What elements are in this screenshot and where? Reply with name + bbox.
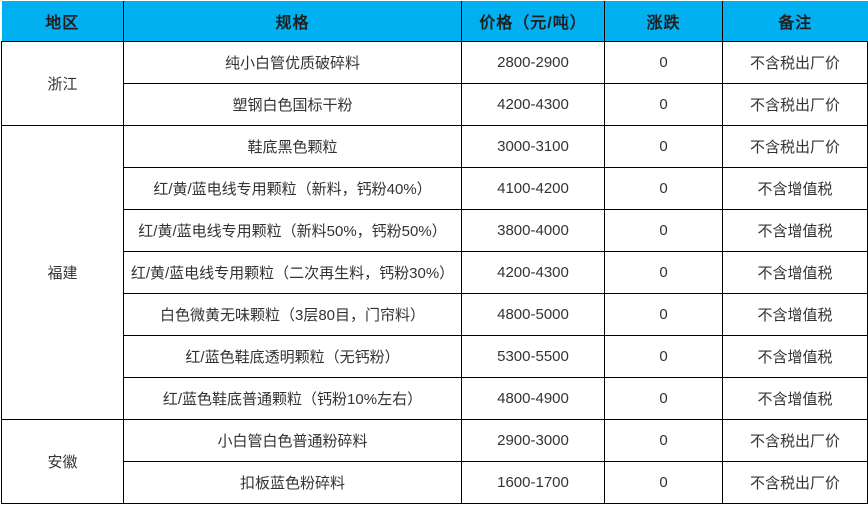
spec-cell: 红/蓝色鞋底透明颗粒（无钙粉）	[123, 334, 462, 378]
note-cell: 不含增值税	[722, 376, 868, 420]
change-cell: 0	[604, 166, 723, 210]
price-cell: 3800-4000	[461, 208, 605, 252]
table-row: 红/黄/蓝电线专用颗粒（新料50%，钙粉50%） 3800-4000 0 不含增…	[2, 208, 868, 252]
note-cell: 不含税出厂价	[722, 82, 868, 126]
price-cell: 4800-5000	[461, 292, 605, 336]
table-row: 白色微黄无味颗粒（3层80目，门帘料） 4800-5000 0 不含增值税	[2, 292, 868, 336]
header-cell-spec: 规格	[123, 1, 462, 42]
region-cell-anhui: 安徽	[1, 418, 124, 504]
price-cell: 4800-4900	[461, 376, 605, 420]
note-cell: 不含税出厂价	[722, 124, 868, 168]
header-cell-change: 涨跌	[604, 1, 723, 42]
table-row: 安徽 小白管白色普通粉碎料 2900-3000 0 不含税出厂价	[1, 418, 868, 504]
spec-cell: 红/黄/蓝电线专用颗粒（二次再生料，钙粉30%）	[123, 250, 462, 294]
price-cell: 3000-3100	[461, 124, 605, 168]
note-cell: 不含税出厂价	[722, 418, 868, 462]
table-row: 福建 鞋底黑色颗粒 3000-3100 0 不含税出厂价	[1, 124, 868, 420]
spec-cell: 纯小白管优质破碎料	[123, 40, 462, 84]
price-cell: 5300-5500	[461, 334, 605, 378]
change-cell: 0	[604, 208, 723, 252]
spec-cell: 鞋底黑色颗粒	[123, 124, 462, 168]
change-cell: 0	[604, 418, 723, 462]
table-row: 浙江 纯小白管优质破碎料 2800-2900 0 不含税出厂价	[1, 40, 868, 126]
note-cell: 不含增值税	[722, 166, 868, 210]
table-row: 红/黄/蓝电线专用颗粒（新料，钙粉40%） 4100-4200 0 不含增值税	[2, 166, 868, 210]
change-cell: 0	[604, 334, 723, 378]
price-cell: 4100-4200	[461, 166, 605, 210]
note-cell: 不含税出厂价	[722, 460, 868, 504]
spec-cell: 红/黄/蓝电线专用颗粒（新料，钙粉40%）	[123, 166, 462, 210]
table-row: 红/黄/蓝电线专用颗粒（二次再生料，钙粉30%） 4200-4300 0 不含增…	[2, 250, 868, 294]
spec-cell: 扣板蓝色粉碎料	[123, 460, 462, 504]
note-cell: 不含增值税	[722, 334, 868, 378]
spec-cell: 红/蓝色鞋底普通颗粒（钙粉10%左右）	[123, 376, 462, 420]
change-cell: 0	[604, 82, 723, 126]
table-row: 扣板蓝色粉碎料 1600-1700 0 不含税出厂价	[2, 460, 868, 504]
spec-cell: 红/黄/蓝电线专用颗粒（新料50%，钙粉50%）	[123, 208, 462, 252]
note-cell: 不含税出厂价	[722, 40, 868, 84]
price-cell: 1600-1700	[461, 460, 605, 504]
spec-cell: 小白管白色普通粉碎料	[123, 418, 462, 462]
header-cell-region: 地区	[1, 1, 124, 42]
price-cell: 2900-3000	[461, 418, 605, 462]
change-cell: 0	[604, 124, 723, 168]
change-cell: 0	[604, 292, 723, 336]
header-row: 地区 规格 价格（元/吨） 涨跌 备注	[1, 1, 868, 42]
change-cell: 0	[604, 250, 723, 294]
price-cell: 4200-4300	[461, 250, 605, 294]
table-row: 红/蓝色鞋底普通颗粒（钙粉10%左右） 4800-4900 0 不含增值税	[2, 376, 868, 420]
region-cell-fujian: 福建	[1, 124, 124, 420]
change-cell: 0	[604, 40, 723, 84]
note-cell: 不含增值税	[722, 250, 868, 294]
region-cell-zhejiang: 浙江	[1, 40, 124, 126]
table-row: 红/蓝色鞋底透明颗粒（无钙粉） 5300-5500 0 不含增值税	[2, 334, 868, 378]
spec-cell: 白色微黄无味颗粒（3层80目，门帘料）	[123, 292, 462, 336]
price-cell: 2800-2900	[461, 40, 605, 84]
spec-cell: 塑钢白色国标干粉	[123, 82, 462, 126]
change-cell: 0	[604, 460, 723, 504]
price-cell: 4200-4300	[461, 82, 605, 126]
note-cell: 不含增值税	[722, 208, 868, 252]
table-row: 塑钢白色国标干粉 4200-4300 0 不含税出厂价	[2, 82, 868, 126]
header-cell-price: 价格（元/吨）	[461, 1, 605, 42]
header-cell-note: 备注	[722, 1, 868, 42]
change-cell: 0	[604, 376, 723, 420]
note-cell: 不含增值税	[722, 292, 868, 336]
